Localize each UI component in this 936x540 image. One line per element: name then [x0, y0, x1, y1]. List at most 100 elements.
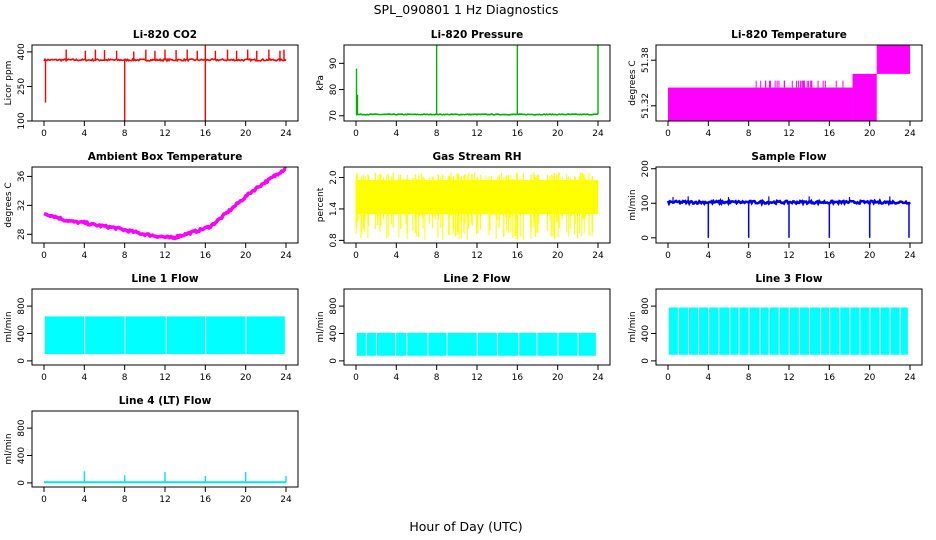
x-tick-label: 0	[41, 251, 47, 261]
y-tick-label: 1.4	[329, 202, 339, 217]
panel-title: Line 2 Flow	[443, 273, 510, 285]
x-tick-label: 12	[159, 373, 170, 383]
x-tick-label: 8	[122, 129, 128, 139]
x-tick-label: 0	[665, 251, 671, 261]
panel-data	[355, 172, 598, 241]
panel-ylabel: ml/min	[628, 189, 638, 220]
chart-panel-3: Ambient Box Temperature 0 4 8 12 16 20 24 28 32 36…	[4, 151, 299, 261]
panel-data	[355, 45, 599, 116]
x-tick-label: 20	[864, 373, 876, 383]
y-tick-label: 0	[17, 480, 27, 486]
x-tick-label: 20	[240, 373, 252, 383]
figure-xlabel: Hour of Day (UTC)	[409, 519, 522, 534]
panel-data	[668, 45, 910, 121]
x-tick-label: 16	[200, 495, 212, 505]
x-tick-label: 0	[41, 129, 47, 139]
x-tick-label: 4	[393, 373, 399, 383]
flow-band	[537, 332, 558, 356]
panel-title: Gas Stream RH	[432, 151, 521, 163]
chart-panel-5: Sample Flow 0 4 8 12 16 20 24 0 100 200 ml/min	[628, 151, 923, 261]
x-tick-label: 16	[824, 373, 836, 383]
flow-band	[860, 307, 870, 355]
figure-title: SPL_090801 1 Hz Diagnostics	[374, 2, 559, 17]
flow-band	[558, 332, 578, 356]
y-tick-label: 800	[17, 297, 27, 314]
x-tick-label: 4	[81, 129, 87, 139]
y-tick-label: 800	[641, 297, 651, 314]
x-tick-label: 4	[393, 129, 399, 139]
flow-band	[688, 307, 699, 355]
flow-band	[44, 316, 85, 355]
y-tick-label: 28	[17, 228, 27, 240]
x-tick-label: 4	[81, 373, 87, 383]
y-tick-label: 100	[17, 112, 27, 129]
x-tick-label: 20	[864, 129, 876, 139]
panel-frame	[343, 44, 611, 122]
x-tick-label: 24	[592, 251, 604, 261]
x-tick-label: 8	[434, 251, 440, 261]
flow-band	[578, 332, 596, 356]
flow-band	[719, 307, 730, 355]
panel-data	[666, 196, 912, 238]
x-tick-label: 24	[280, 251, 292, 261]
panel-frame	[31, 166, 299, 244]
flow-band	[678, 307, 688, 355]
x-tick-label: 20	[864, 251, 876, 261]
panel-title: Ambient Box Temperature	[88, 151, 243, 163]
flow-band	[497, 332, 519, 356]
panel-ylabel: degrees C	[4, 182, 14, 227]
y-tick-label: 51.38	[641, 47, 651, 73]
x-tick-label: 4	[81, 495, 87, 505]
x-tick-label: 0	[353, 251, 359, 261]
y-tick-label: 32	[17, 200, 27, 211]
panel-data	[356, 332, 596, 356]
x-tick-label: 4	[393, 251, 399, 261]
flow-band	[890, 307, 900, 355]
x-tick-label: 16	[200, 129, 212, 139]
flow-band	[206, 316, 246, 355]
x-tick-label: 12	[159, 495, 170, 505]
x-tick-label: 8	[122, 373, 128, 383]
flow-band	[85, 316, 125, 355]
y-tick-label: 800	[329, 297, 339, 314]
y-tick-label: 51.32	[641, 93, 651, 119]
x-tick-label: 24	[904, 251, 916, 261]
flow-band	[519, 332, 537, 356]
x-tick-label: 8	[122, 495, 128, 505]
x-tick-label: 12	[159, 251, 170, 261]
x-tick-label: 16	[824, 129, 836, 139]
flow-band	[668, 307, 678, 355]
x-tick-label: 0	[665, 129, 671, 139]
flow-band	[760, 307, 769, 355]
flow-band	[477, 332, 497, 356]
x-tick-label: 12	[471, 251, 482, 261]
flow-band	[830, 307, 840, 355]
y-tick-label: 200	[641, 160, 651, 177]
x-tick-label: 16	[200, 251, 212, 261]
y-tick-label: 0	[17, 358, 27, 364]
x-tick-label: 24	[280, 373, 292, 383]
flow-band	[730, 307, 739, 355]
y-tick-label: 250	[17, 78, 27, 95]
flow-band	[850, 307, 860, 355]
flow-band	[789, 307, 799, 355]
series-line	[355, 113, 598, 116]
flow-band	[699, 307, 709, 355]
flow-band	[870, 307, 880, 355]
y-tick-label: 400	[17, 43, 27, 60]
series-line	[43, 167, 287, 241]
panel-title: Line 1 Flow	[131, 273, 198, 285]
y-tick-label: 100	[641, 194, 651, 211]
panel-title: Li-820 Temperature	[731, 29, 847, 41]
x-tick-label: 16	[512, 373, 524, 383]
x-tick-label: 8	[434, 129, 440, 139]
x-tick-label: 24	[592, 129, 604, 139]
x-tick-label: 4	[705, 373, 711, 383]
